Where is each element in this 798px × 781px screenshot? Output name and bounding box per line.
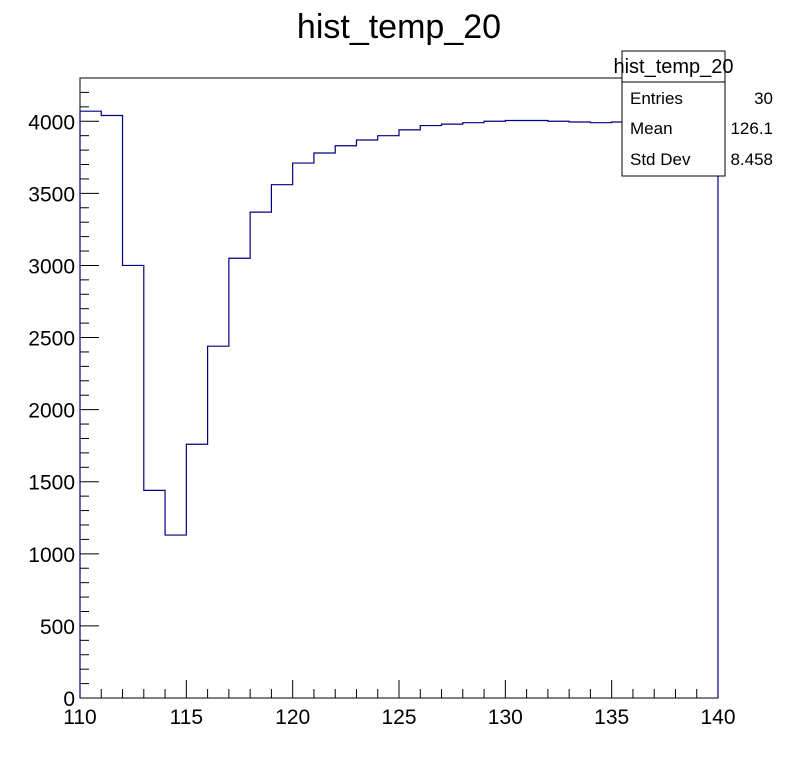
chart-title: hist_temp_20 [297, 8, 501, 46]
x-tick-label: 130 [488, 706, 523, 729]
y-tick-label: 2500 [28, 328, 75, 351]
x-tick-label: 115 [170, 706, 203, 729]
stats-std-value: 8.458 [730, 150, 773, 169]
stats-entries-label: Entries [630, 89, 683, 108]
stats-box-title: hist_temp_20 [613, 56, 733, 78]
axis-ticks [79, 77, 719, 699]
y-tick-label: 2000 [28, 400, 75, 423]
stats-box-frame [621, 50, 726, 177]
stats-box: hist_temp_20 Entries 30 Mean 126.1 Std D… [613, 50, 773, 177]
x-tick-labels: 110 115 120 125 130 135 140 [63, 706, 735, 729]
y-tick-label: 1500 [28, 472, 75, 495]
y-tick-label: 4000 [28, 111, 75, 134]
y-tick-label: 3500 [28, 183, 75, 206]
y-tick-label: 3000 [28, 255, 75, 278]
stats-std-label: Std Dev [630, 150, 691, 169]
x-tick-label: 125 [381, 706, 416, 729]
x-tick-label: 140 [700, 706, 735, 729]
y-tick-label: 0 [63, 688, 75, 711]
histogram-line [79, 110, 719, 698]
y-tick-label: 500 [40, 616, 75, 639]
y-tick-labels: 0 500 1000 1500 2000 2500 3000 3500 4000 [28, 111, 75, 711]
stats-mean-value: 126.1 [730, 119, 773, 138]
x-tick-label: 120 [275, 706, 310, 729]
x-tick-label: 110 [63, 706, 96, 729]
stats-entries-value: 30 [754, 89, 773, 108]
x-tick-label: 135 [594, 706, 629, 729]
stats-mean-label: Mean [630, 119, 673, 138]
y-tick-label: 1000 [28, 544, 75, 567]
